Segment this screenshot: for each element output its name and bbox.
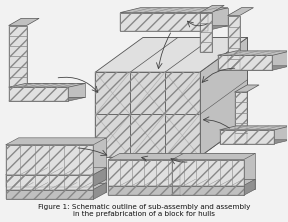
Polygon shape: [95, 72, 200, 157]
Polygon shape: [19, 138, 106, 168]
Polygon shape: [6, 168, 106, 174]
Polygon shape: [220, 140, 288, 144]
Polygon shape: [108, 153, 192, 160]
Polygon shape: [9, 83, 85, 87]
Polygon shape: [244, 179, 255, 195]
Polygon shape: [19, 182, 106, 192]
Polygon shape: [120, 8, 228, 13]
Polygon shape: [26, 83, 85, 97]
Polygon shape: [95, 38, 247, 72]
Polygon shape: [108, 160, 180, 186]
Polygon shape: [218, 51, 288, 55]
Polygon shape: [120, 153, 192, 179]
Polygon shape: [228, 8, 253, 16]
Polygon shape: [6, 190, 93, 199]
Polygon shape: [143, 38, 247, 122]
Polygon shape: [172, 186, 244, 195]
Polygon shape: [172, 153, 255, 160]
Polygon shape: [19, 168, 106, 180]
Polygon shape: [9, 18, 39, 26]
Polygon shape: [6, 138, 106, 145]
Text: Figure 1: Schematic outline of sub-assembly and assembly
in the prefabrication o: Figure 1: Schematic outline of sub-assem…: [38, 204, 250, 217]
Polygon shape: [9, 87, 68, 101]
Polygon shape: [9, 97, 85, 101]
Polygon shape: [120, 26, 228, 30]
Polygon shape: [6, 174, 93, 186]
Polygon shape: [120, 179, 192, 189]
Polygon shape: [200, 13, 212, 52]
Polygon shape: [234, 92, 247, 144]
Polygon shape: [183, 153, 255, 179]
Polygon shape: [141, 8, 228, 26]
Polygon shape: [236, 126, 288, 140]
Polygon shape: [6, 145, 93, 174]
Polygon shape: [220, 130, 274, 144]
Polygon shape: [95, 122, 247, 157]
Polygon shape: [200, 38, 247, 157]
Polygon shape: [180, 179, 192, 195]
Polygon shape: [108, 186, 180, 195]
Polygon shape: [120, 13, 208, 30]
Polygon shape: [218, 66, 288, 70]
Polygon shape: [93, 182, 106, 199]
Polygon shape: [93, 168, 106, 186]
Polygon shape: [236, 51, 288, 66]
Polygon shape: [200, 6, 224, 13]
Polygon shape: [218, 55, 272, 70]
Polygon shape: [228, 16, 240, 70]
Polygon shape: [220, 126, 288, 130]
Polygon shape: [234, 85, 259, 92]
Polygon shape: [19, 168, 106, 182]
Polygon shape: [9, 26, 26, 87]
Polygon shape: [172, 160, 244, 186]
Polygon shape: [6, 174, 93, 190]
Polygon shape: [183, 179, 255, 189]
